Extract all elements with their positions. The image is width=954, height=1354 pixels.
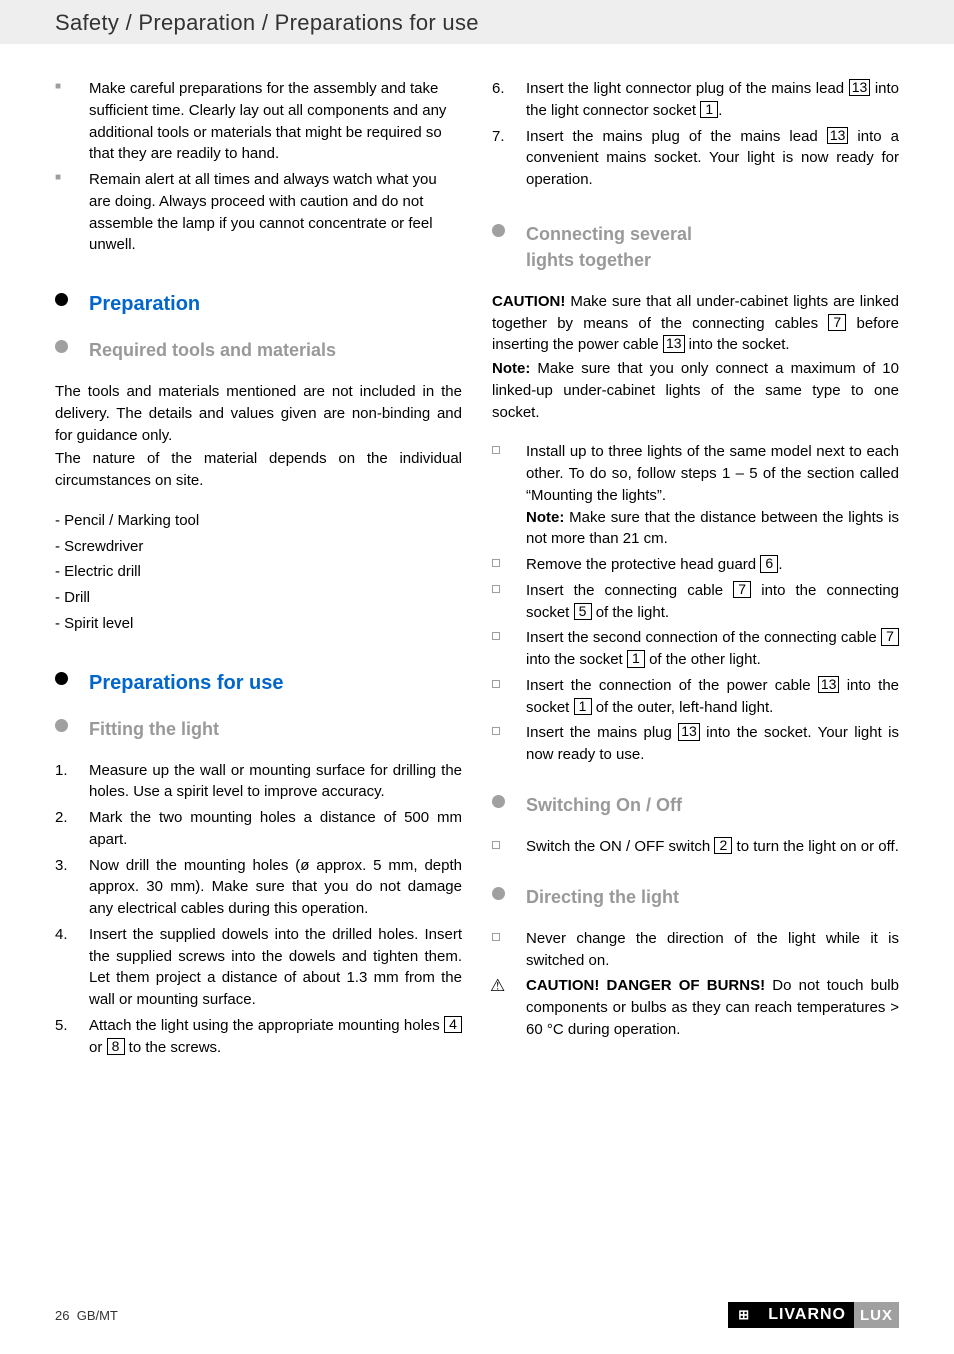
note-para: Note: Make sure that you only connect a …	[492, 358, 899, 423]
safety-bullets: Make careful preparations for the assemb…	[55, 78, 462, 256]
tool-item: - Drill	[55, 587, 462, 609]
caution-para: CAUTION! Make sure that all under-cabine…	[492, 291, 899, 356]
page-number: 26	[55, 1308, 69, 1323]
ref-box: 5	[574, 603, 592, 620]
tool-item: - Screwdriver	[55, 536, 462, 558]
logo-main: LIVARNO	[760, 1302, 854, 1328]
bullet-item: Remain alert at all times and always wat…	[55, 169, 462, 256]
directing-list: Never change the direction of the light …	[492, 928, 899, 972]
section-preparation: Preparation	[55, 290, 462, 319]
tool-item: - Spirit level	[55, 613, 462, 635]
para-tools-2: The nature of the material depends on th…	[55, 448, 462, 492]
ref-box: 8	[107, 1038, 125, 1055]
sub-switching: Switching On / Off	[492, 792, 899, 818]
ref-box: 13	[663, 335, 685, 352]
ref-box: 7	[733, 581, 751, 598]
caution-burns-label: CAUTION! DANGER OF BURNS!	[526, 977, 765, 994]
list-item: Remove the protective head guard 6.	[492, 554, 899, 576]
ref-box: 1	[627, 650, 645, 667]
sub-fitting: Fitting the light	[55, 716, 462, 742]
ref-box: 13	[827, 127, 849, 144]
page-footer: 26 GB/MT ⊞ LIVARNO LUX	[0, 1302, 954, 1328]
page-region: GB/MT	[77, 1308, 118, 1323]
switching-list: Switch the ON / OFF switch 2 to turn the…	[492, 836, 899, 858]
logo-square-icon: ⊞	[728, 1302, 760, 1328]
ref-box: 7	[828, 314, 846, 331]
step-item: Insert the supplied dowels into the dril…	[55, 924, 462, 1011]
content-columns: Make careful preparations for the assemb…	[0, 44, 954, 1062]
step-item: Measure up the wall or mounting surface …	[55, 760, 462, 804]
list-item: Install up to three lights of the same m…	[492, 441, 899, 550]
sub-required-tools: Required tools and materials	[55, 337, 462, 363]
steps-6-7: 6. Insert the light connector plug of th…	[492, 78, 899, 191]
para-tools-1: The tools and materials mentioned are no…	[55, 381, 462, 446]
list-item: Insert the mains plug 13 into the socket…	[492, 722, 899, 766]
step-item: 6. Insert the light connector plug of th…	[492, 78, 899, 122]
list-item: Insert the second connection of the conn…	[492, 627, 899, 671]
ref-box: 1	[574, 698, 592, 715]
livarno-logo: ⊞ LIVARNO LUX	[728, 1302, 899, 1328]
warning-item: ⚠ CAUTION! DANGER OF BURNS! Do not touch…	[492, 975, 899, 1040]
list-item: Switch the ON / OFF switch 2 to turn the…	[492, 836, 899, 858]
directing-warn: ⚠ CAUTION! DANGER OF BURNS! Do not touch…	[492, 975, 899, 1040]
ref-box: 13	[849, 79, 871, 96]
ref-box: 6	[760, 555, 778, 572]
step-item: Mark the two mounting holes a distance o…	[55, 807, 462, 851]
warning-triangle-icon: ⚠	[490, 974, 505, 999]
section-prep-use: Preparations for use	[55, 669, 462, 698]
logo-lux: LUX	[854, 1302, 899, 1328]
list-item: Insert the connecting cable 7 into the c…	[492, 580, 899, 624]
tool-item: - Pencil / Marking tool	[55, 510, 462, 532]
tool-item: - Electric drill	[55, 561, 462, 583]
ref-box: 7	[881, 628, 899, 645]
footer-page-info: 26 GB/MT	[55, 1308, 118, 1323]
note-label: Note:	[492, 360, 530, 377]
step-item: Now drill the mounting holes (ø approx. …	[55, 855, 462, 920]
ref-box: 1	[700, 101, 718, 118]
fitting-steps: Measure up the wall or mounting surface …	[55, 760, 462, 1059]
ref-box: 13	[678, 723, 700, 740]
caution-label: CAUTION!	[492, 293, 565, 310]
sub-directing: Directing the light	[492, 884, 899, 910]
connecting-steps: Install up to three lights of the same m…	[492, 441, 899, 766]
bullet-item: Make careful preparations for the assemb…	[55, 78, 462, 165]
ref-box: 2	[714, 837, 732, 854]
right-column: 6. Insert the light connector plug of th…	[492, 78, 899, 1062]
sub-connecting: Connecting several lights together	[492, 221, 899, 273]
step-item: Attach the light using the appropriate m…	[55, 1015, 462, 1059]
list-item: Never change the direction of the light …	[492, 928, 899, 972]
list-item: Insert the connection of the power cable…	[492, 675, 899, 719]
tool-list: - Pencil / Marking tool - Screwdriver - …	[55, 510, 462, 635]
left-column: Make careful preparations for the assemb…	[55, 78, 462, 1062]
ref-box: 13	[818, 676, 840, 693]
breadcrumb-text: Safety / Preparation / Preparations for …	[55, 10, 479, 35]
step-item: 7. Insert the mains plug of the mains le…	[492, 126, 899, 191]
ref-box: 4	[444, 1016, 462, 1033]
note-label: Note:	[526, 509, 564, 526]
header-breadcrumb: Safety / Preparation / Preparations for …	[0, 0, 954, 44]
